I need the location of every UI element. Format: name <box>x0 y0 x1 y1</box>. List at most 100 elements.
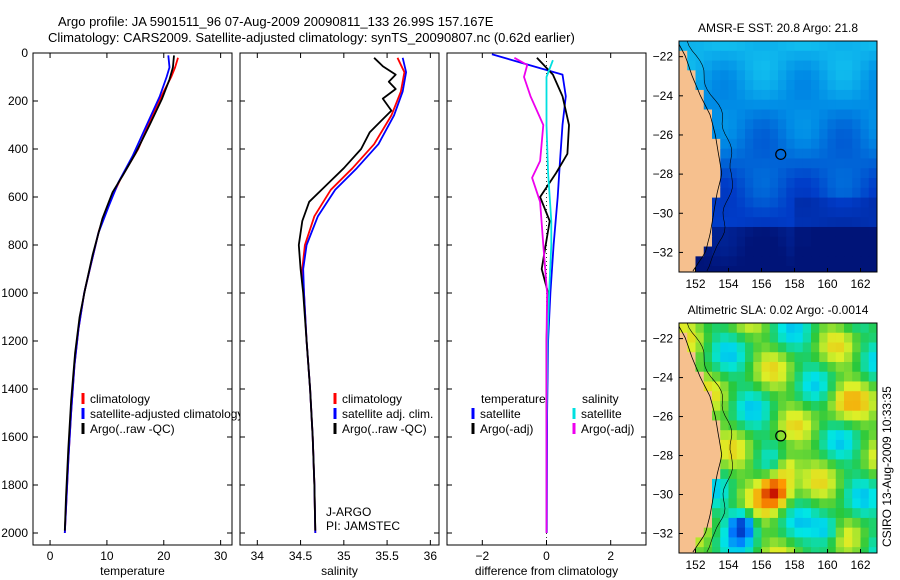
sst_map-cell <box>868 50 877 62</box>
sst_map-cell <box>703 266 713 272</box>
sst_map-cell <box>827 60 837 71</box>
sst_map-cell <box>769 148 779 160</box>
sst_map-cell <box>819 266 829 272</box>
sla_map-cell <box>868 488 877 500</box>
sst_map-cell <box>835 168 845 179</box>
sst_map-cell <box>827 158 837 169</box>
sla_map-cell <box>769 459 779 470</box>
sla_map-cell <box>769 391 779 402</box>
sla_map-cell <box>802 537 812 548</box>
sst_map-cell <box>852 129 862 140</box>
sst_map-cell <box>827 226 837 238</box>
salinity-annotation-1: PI: JAMSTEC <box>326 519 400 533</box>
sla_map-cell <box>819 323 829 334</box>
sst_map-cell <box>794 226 804 238</box>
sst_map-cell <box>835 138 845 150</box>
sla_map-cell <box>802 410 812 422</box>
sst_map-cell <box>728 197 738 208</box>
sst_map-cell <box>745 266 754 272</box>
sla_map-cell <box>736 323 746 334</box>
sst_map-cell <box>852 109 862 120</box>
temperature-ytick-label-5: 1000 <box>1 286 28 300</box>
salinity-xtick-label-3: 35.5 <box>375 549 399 563</box>
sst_map-cell <box>819 217 829 228</box>
sst_map-cell <box>868 187 877 199</box>
sst_map-cell <box>802 148 812 160</box>
sst_map-cell <box>844 148 853 160</box>
sla_map-cell <box>687 323 697 334</box>
sst_map-cell <box>720 109 730 120</box>
sst_map-cell <box>769 80 779 91</box>
sst_map-cell <box>745 256 754 267</box>
sst_map-cell <box>745 158 754 169</box>
sst_map-cell <box>786 226 796 238</box>
sst_map-xtick-label-0: 152 <box>685 277 705 291</box>
sla_map-cell <box>703 449 713 461</box>
temperature-legend-label-0: climatology <box>90 392 150 406</box>
sst_map-cell <box>819 50 829 62</box>
sst_map-cell <box>794 148 804 160</box>
sla_map-cell <box>852 420 862 431</box>
sst_map-cell <box>695 207 705 218</box>
sla_map-cell <box>827 361 837 373</box>
sla_map-cell <box>786 488 796 500</box>
sla_map-cell <box>761 352 771 363</box>
sla_map-cell <box>868 449 877 461</box>
sla_map-cell <box>811 527 820 539</box>
sla_map-cell <box>794 449 804 461</box>
sst_map-cell <box>753 41 763 52</box>
sst_map-cell <box>868 70 877 81</box>
sla_map-cell <box>679 547 688 553</box>
sst_map-cell <box>852 50 862 62</box>
sla_map-xtick-label-2: 156 <box>751 558 771 572</box>
sst_map-cell <box>811 197 820 208</box>
sst_map-cell <box>679 60 688 71</box>
sst_map-cell <box>728 119 738 130</box>
sla_map-cell <box>868 371 877 383</box>
sla_map-cell <box>868 478 877 490</box>
sst_map-coastline <box>679 43 723 272</box>
sla_map-cell <box>687 537 697 548</box>
sst_map-cell <box>679 178 688 189</box>
sst_map-cell <box>753 217 763 228</box>
temperature-ytick-label-2: 400 <box>8 142 28 156</box>
sla_map-cell <box>786 430 796 441</box>
temperature-xtick-label-1: 10 <box>100 549 114 563</box>
sst_map-cell <box>860 99 870 111</box>
sst_map-cell <box>794 236 804 248</box>
sst_map-cell <box>860 168 870 179</box>
sst_map-cell <box>720 158 730 169</box>
sla_map-ytick-label-0: −22 <box>653 332 674 346</box>
sla_map-cell <box>860 410 870 422</box>
sla_map-cell <box>835 478 845 490</box>
sla_map-cell <box>835 332 845 344</box>
sst_map-cell <box>827 266 837 272</box>
temperature-legend-label-1: satellite-adjusted climatology <box>90 407 243 421</box>
sla_map-cell <box>811 400 820 412</box>
sla_map-cell <box>811 371 820 383</box>
sla_map-cell <box>745 420 754 431</box>
sst_map-cell <box>679 80 688 91</box>
sst_map-cell <box>827 99 837 111</box>
sla_map-cell <box>736 381 746 392</box>
sla_map-cell <box>802 371 812 383</box>
sla_map-cell <box>712 469 721 480</box>
sst_map-cell <box>695 148 705 160</box>
sst_map-cell <box>786 60 796 71</box>
sst_map-cell <box>778 246 787 257</box>
sla_map-cell <box>860 332 870 344</box>
sst_map-cell <box>761 168 771 179</box>
sla_map-cell <box>761 361 771 373</box>
sst_map-cell <box>736 80 746 91</box>
sst_map-cell <box>769 217 779 228</box>
sla_map-cell <box>786 400 796 412</box>
sst_map-cell <box>786 197 796 208</box>
sla_map-cell <box>844 410 853 422</box>
sst_map-axes-box <box>678 40 878 273</box>
sla_map-ytick-label-2: −26 <box>653 410 674 424</box>
sst_map-ytick-label-0: −22 <box>653 50 674 64</box>
sst_map-cell <box>811 119 820 130</box>
difference-series-3 <box>513 57 548 533</box>
sst_map-cell <box>769 50 779 62</box>
sst_map-cell <box>720 217 730 228</box>
